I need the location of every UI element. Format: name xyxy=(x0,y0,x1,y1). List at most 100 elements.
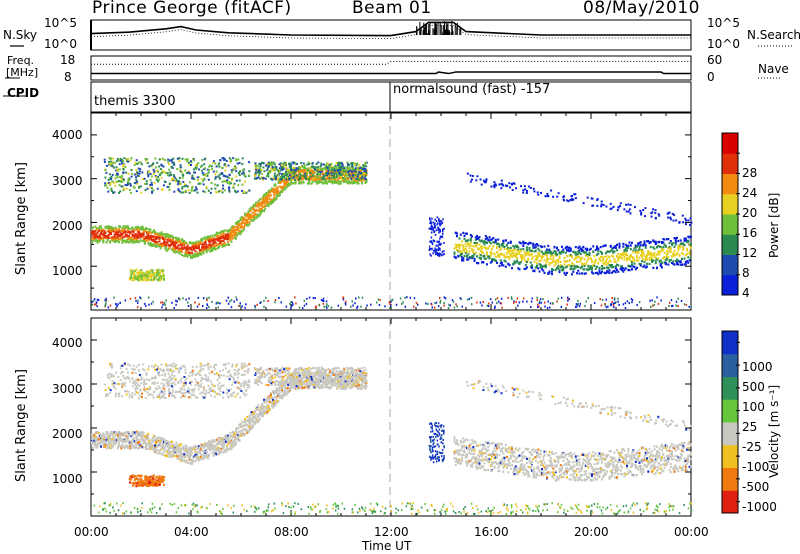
power-cell xyxy=(235,170,238,173)
power-cell xyxy=(160,244,163,247)
power-cell xyxy=(624,247,627,250)
power-cell xyxy=(147,278,150,281)
power-cell xyxy=(470,296,473,299)
frequency-line xyxy=(91,71,691,75)
power-cell xyxy=(161,157,164,160)
power-cell xyxy=(187,248,190,251)
power-cell xyxy=(121,180,124,183)
power-cell xyxy=(518,252,521,255)
power-cell xyxy=(560,306,563,308)
power-cell xyxy=(668,305,670,307)
power-cell xyxy=(597,247,600,250)
power-cell xyxy=(147,272,150,275)
power-cell xyxy=(571,199,574,202)
power-cell xyxy=(459,244,462,247)
power-cell xyxy=(136,228,138,231)
power-cell xyxy=(683,303,686,306)
power-cell xyxy=(334,169,337,172)
power-cell xyxy=(212,244,215,247)
power-cell xyxy=(171,161,174,164)
power-cell xyxy=(192,245,195,248)
power-cell xyxy=(222,235,225,238)
power-cell xyxy=(548,262,551,265)
power-cell xyxy=(557,267,560,270)
power-cell xyxy=(248,220,251,224)
power-cell xyxy=(208,247,210,250)
power-cell xyxy=(242,216,245,219)
power-cell xyxy=(169,235,172,238)
power-ytick-2000: 2000 xyxy=(52,219,83,233)
power-cell xyxy=(244,222,246,225)
power-cell xyxy=(167,237,170,240)
power-cell xyxy=(549,257,552,260)
power-cell xyxy=(307,161,310,164)
power-cell xyxy=(532,255,535,258)
power-cell xyxy=(263,305,265,308)
power-cell xyxy=(119,225,122,228)
power-cell xyxy=(217,302,220,305)
power-cell xyxy=(623,249,626,252)
power-cell xyxy=(539,298,542,301)
power-cell xyxy=(218,165,221,168)
power-cell xyxy=(194,244,197,247)
power-cell xyxy=(105,171,108,174)
power-cell xyxy=(178,238,181,242)
power-cell xyxy=(498,245,501,248)
power-cell xyxy=(258,209,261,212)
power-cell xyxy=(298,166,300,169)
power-cell xyxy=(587,268,590,272)
power-cell xyxy=(646,240,648,243)
power-cell xyxy=(142,240,145,243)
power-cell xyxy=(618,245,621,248)
power-cell xyxy=(311,165,314,168)
power-cell xyxy=(128,230,131,234)
power-cell xyxy=(566,303,568,306)
power-cell xyxy=(488,255,491,258)
power-cell xyxy=(219,240,222,243)
power-cell xyxy=(536,258,538,261)
power-cell xyxy=(596,247,598,250)
power-cell xyxy=(335,176,338,179)
power-cell xyxy=(674,243,677,246)
power-cell xyxy=(361,296,364,299)
power-cell xyxy=(365,171,368,174)
power-cell xyxy=(186,158,189,161)
power-cell xyxy=(267,165,270,168)
power-cell xyxy=(496,302,498,305)
power-cell xyxy=(556,300,558,303)
power-cell xyxy=(546,307,549,310)
xtick-6: 00:00 xyxy=(674,525,709,539)
power-cell xyxy=(154,230,156,233)
power-cell xyxy=(168,174,171,177)
power-cell xyxy=(107,228,110,231)
power-cell xyxy=(333,172,335,175)
power-cell xyxy=(482,240,485,243)
power-cell xyxy=(121,160,124,163)
power-cell xyxy=(473,259,476,262)
power-cell xyxy=(141,178,144,181)
power-cell xyxy=(161,301,164,304)
power-cell xyxy=(338,176,341,180)
power-cell xyxy=(155,166,158,169)
power-cell xyxy=(270,167,273,170)
power-cell xyxy=(198,303,200,306)
power-cell xyxy=(335,172,337,175)
power-cell xyxy=(168,234,171,237)
power-cell xyxy=(657,253,660,256)
power-cell xyxy=(631,241,633,244)
power-cell xyxy=(189,160,192,163)
power-cell xyxy=(546,248,548,251)
power-cell xyxy=(603,244,606,247)
power-cell xyxy=(365,165,368,168)
power-ytick-3000: 3000 xyxy=(52,174,83,188)
power-cell xyxy=(563,257,566,260)
power-cell xyxy=(264,207,267,210)
power-cell xyxy=(94,225,97,228)
power-cell xyxy=(683,237,686,240)
power-cell xyxy=(664,259,667,262)
power-cell xyxy=(139,168,142,171)
power-cell xyxy=(251,207,254,210)
power-cell xyxy=(130,157,133,160)
power-cell xyxy=(453,247,456,250)
power-cell xyxy=(204,242,207,245)
